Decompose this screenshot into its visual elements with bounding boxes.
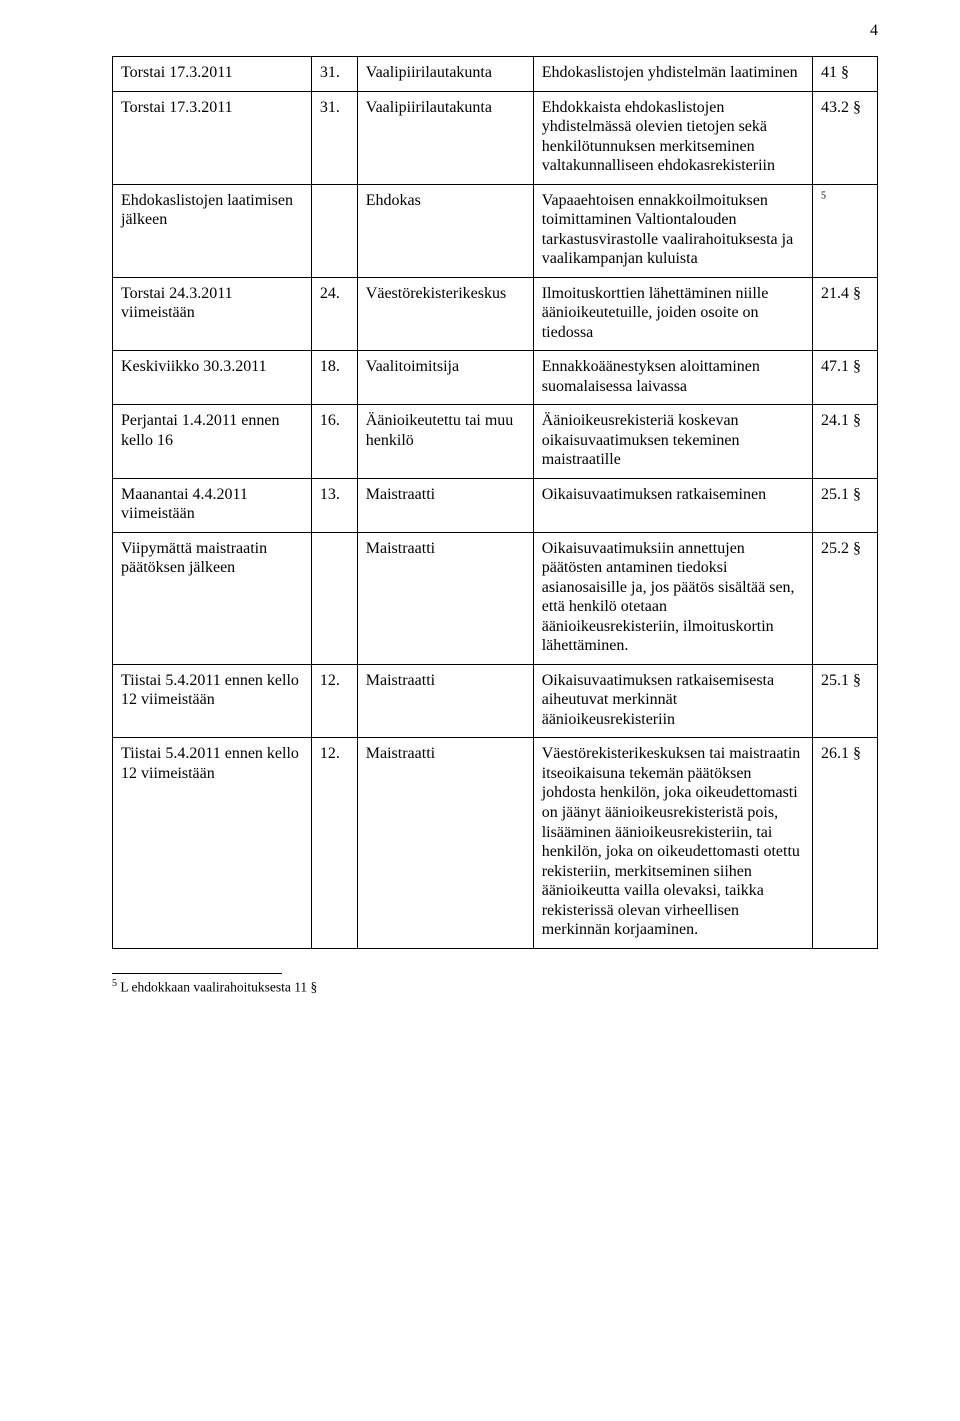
table-cell: 31. bbox=[311, 57, 357, 92]
table-cell: 13. bbox=[311, 478, 357, 532]
table-cell: Ehdokaslistojen laatimisen jälkeen bbox=[113, 184, 312, 277]
table-cell: 12. bbox=[311, 664, 357, 738]
table-row: Maanantai 4.4.2011 viimeistään13.Maistra… bbox=[113, 478, 878, 532]
table-row: Keskiviikko 30.3.201118.VaalitoimitsijaE… bbox=[113, 351, 878, 405]
table-cell: 25.1 § bbox=[812, 478, 877, 532]
table-cell: Vaalipiirilautakunta bbox=[357, 91, 533, 184]
table-cell: Maanantai 4.4.2011 viimeistään bbox=[113, 478, 312, 532]
table-cell: Ennakkoäänestyksen aloittaminen suomalai… bbox=[533, 351, 812, 405]
table-cell: 5 bbox=[812, 184, 877, 277]
table-cell: Väestörekisterikeskuksen tai maistraatin… bbox=[533, 738, 812, 948]
table-cell: Ehdokkaista ehdokaslistojen yhdistelmäss… bbox=[533, 91, 812, 184]
table-cell: Maistraatti bbox=[357, 738, 533, 948]
footnote-rule bbox=[112, 973, 282, 974]
table-cell: Vapaaehtoisen ennakkoilmoituksen toimitt… bbox=[533, 184, 812, 277]
table-row: Perjantai 1.4.2011 ennen kello 1616.Ääni… bbox=[113, 405, 878, 479]
table-cell: Maistraatti bbox=[357, 664, 533, 738]
table-cell: Väestörekisterikeskus bbox=[357, 277, 533, 351]
table-cell: Maistraatti bbox=[357, 478, 533, 532]
table-cell: Torstai 24.3.2011 viimeistään bbox=[113, 277, 312, 351]
table-cell: Vaalitoimitsija bbox=[357, 351, 533, 405]
table-cell: Oikaisuvaatimuksiin annettujen päätösten… bbox=[533, 532, 812, 664]
table-cell: 41 § bbox=[812, 57, 877, 92]
table-row: Torstai 17.3.201131.Vaalipiirilautakunta… bbox=[113, 57, 878, 92]
table-cell: Oikaisuvaatimuksen ratkaiseminen bbox=[533, 478, 812, 532]
table-cell: Ehdokas bbox=[357, 184, 533, 277]
table-row: Tiistai 5.4.2011 ennen kello 12 viimeist… bbox=[113, 664, 878, 738]
schedule-table: Torstai 17.3.201131.Vaalipiirilautakunta… bbox=[112, 56, 878, 949]
table-cell: Tiistai 5.4.2011 ennen kello 12 viimeist… bbox=[113, 664, 312, 738]
table-cell bbox=[311, 184, 357, 277]
table-cell: 24.1 § bbox=[812, 405, 877, 479]
table-row: Ehdokaslistojen laatimisen jälkeen Ehdoka… bbox=[113, 184, 878, 277]
table-cell: 18. bbox=[311, 351, 357, 405]
table-cell: Torstai 17.3.2011 bbox=[113, 91, 312, 184]
table-cell: Perjantai 1.4.2011 ennen kello 16 bbox=[113, 405, 312, 479]
table-cell: 21.4 § bbox=[812, 277, 877, 351]
table-cell: Äänioikeutettu tai muu henkilö bbox=[357, 405, 533, 479]
table-cell: 16. bbox=[311, 405, 357, 479]
table-cell: Ilmoituskorttien lähettäminen niille ään… bbox=[533, 277, 812, 351]
table-cell: Torstai 17.3.2011 bbox=[113, 57, 312, 92]
table-row: Torstai 17.3.201131.Vaalipiirilautakunta… bbox=[113, 91, 878, 184]
table-cell: 26.1 § bbox=[812, 738, 877, 948]
table-cell: Oikaisuvaatimuksen ratkaisemisesta aiheu… bbox=[533, 664, 812, 738]
footnote-text: L ehdokkaan vaalirahoituksesta 11 § bbox=[117, 979, 317, 994]
table-cell: 25.2 § bbox=[812, 532, 877, 664]
table-row: Viipymättä maistraatin päätöksen jälkeen… bbox=[113, 532, 878, 664]
table-cell: Keskiviikko 30.3.2011 bbox=[113, 351, 312, 405]
table-row: Torstai 24.3.2011 viimeistään24.Väestöre… bbox=[113, 277, 878, 351]
table-cell: Viipymättä maistraatin päätöksen jälkeen bbox=[113, 532, 312, 664]
table-row: Tiistai 5.4.2011 ennen kello 12 viimeist… bbox=[113, 738, 878, 948]
footnote: 5 L ehdokkaan vaalirahoituksesta 11 § bbox=[112, 978, 878, 996]
table-cell: 25.1 § bbox=[812, 664, 877, 738]
table-cell: 31. bbox=[311, 91, 357, 184]
table-cell: 24. bbox=[311, 277, 357, 351]
table-cell: Tiistai 5.4.2011 ennen kello 12 viimeist… bbox=[113, 738, 312, 948]
table-cell bbox=[311, 532, 357, 664]
table-cell: 12. bbox=[311, 738, 357, 948]
table-cell: 43.2 § bbox=[812, 91, 877, 184]
document-page: 4 Torstai 17.3.201131.Vaalipiirilautakun… bbox=[0, 0, 960, 1043]
table-cell: Äänioikeusrekisteriä koskevan oikaisuvaa… bbox=[533, 405, 812, 479]
table-cell: 47.1 § bbox=[812, 351, 877, 405]
table-cell: Vaalipiirilautakunta bbox=[357, 57, 533, 92]
table-cell: Ehdokaslistojen yhdistelmän laatiminen bbox=[533, 57, 812, 92]
page-number: 4 bbox=[870, 22, 878, 40]
table-cell: Maistraatti bbox=[357, 532, 533, 664]
